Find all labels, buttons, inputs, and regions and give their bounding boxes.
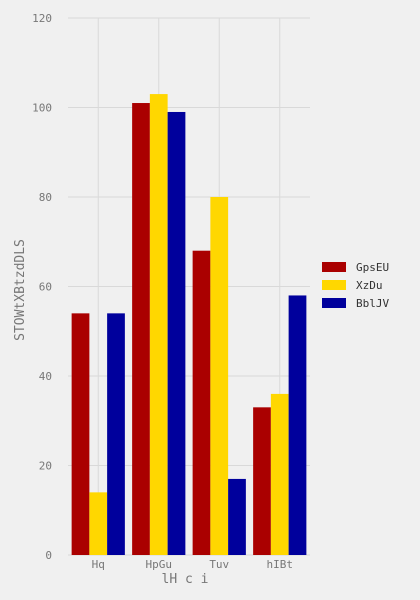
bar	[253, 407, 271, 555]
legend-label: XzDu	[356, 279, 383, 292]
y-tick-label: 80	[39, 191, 52, 204]
y-tick-label: 120	[32, 12, 52, 25]
bar	[71, 313, 90, 555]
bar	[288, 295, 307, 555]
legend-label: GpsEU	[356, 261, 389, 274]
x-tick-label: HpGu	[146, 558, 173, 571]
x-tick-label: Hq	[92, 558, 105, 571]
bar	[228, 478, 246, 555]
legend-swatch	[322, 262, 346, 272]
bars	[71, 94, 307, 556]
legend: GpsEU XzDu BblJV	[322, 261, 389, 310]
bar	[132, 103, 150, 556]
bar	[149, 94, 168, 555]
y-tick-label: 60	[39, 281, 52, 294]
x-tick-label: hIBt	[267, 558, 294, 571]
x-axis-ticks: Hq HpGu Tuv hIBt	[92, 558, 293, 571]
bar	[167, 111, 186, 555]
bar	[192, 250, 211, 555]
bar	[210, 197, 229, 555]
bar	[270, 393, 289, 555]
legend-swatch	[322, 298, 346, 308]
legend-label: BblJV	[356, 297, 389, 310]
y-tick-label: 20	[39, 460, 52, 473]
y-tick-label: 100	[32, 102, 52, 115]
y-axis-ticks: 0 20 40 60 80 100 120	[32, 12, 52, 562]
legend-swatch	[322, 280, 346, 290]
x-tick-label: Tuv	[209, 558, 229, 571]
y-tick-label: 40	[39, 370, 52, 383]
bar	[107, 313, 125, 555]
x-axis-label: lH c i	[162, 572, 209, 587]
y-axis-label: STOWtXBtzdDLS	[13, 239, 28, 341]
y-tick-label: 0	[45, 549, 52, 562]
bar	[89, 492, 108, 555]
